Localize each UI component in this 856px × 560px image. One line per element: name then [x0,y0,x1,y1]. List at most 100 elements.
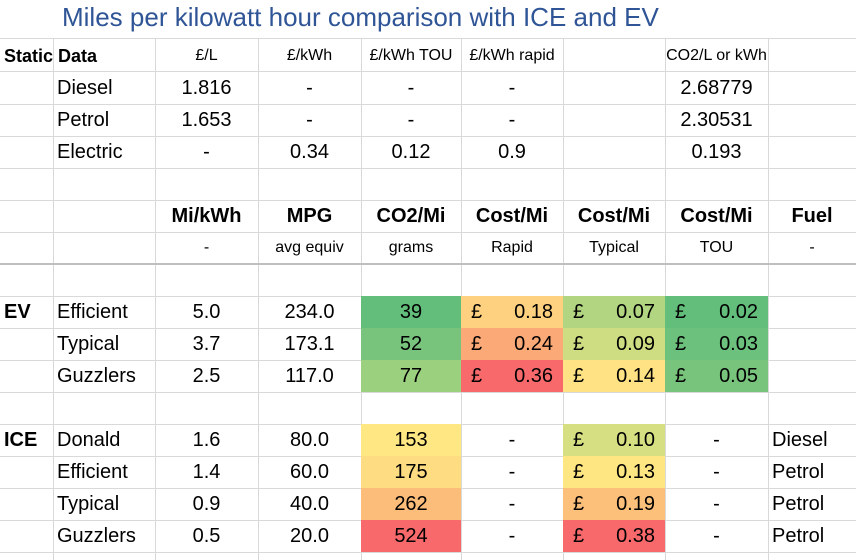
ev-tou-cell: £0.03 [665,328,768,360]
subheader: Rapid [491,239,533,256]
ice-tou-cell: - [713,492,720,515]
subheader: TOU [699,239,734,256]
ice-rapid-cell: - [508,524,516,547]
cost-value: 0.09 [616,332,655,355]
currency-symbol: £ [675,300,687,323]
cost-value: 0.19 [616,492,655,515]
ice-name-cell: Guzzlers [57,524,136,547]
grid-row-line [0,392,856,393]
ice-rapid-cell: - [508,460,516,483]
grid-row-line [0,38,856,39]
static-header-co2: CO2/L or kWh [666,47,767,64]
ice-mikwh-cell: 1.4 [192,460,221,483]
ice-mikwh-cell: 0.9 [192,492,221,515]
cost-value: 0.36 [514,364,553,387]
cost-value: 0.07 [616,300,655,323]
header-mpg: MPG [286,204,333,227]
static-row-name: Petrol [57,108,110,131]
static-row-name: Electric [57,140,123,163]
section-divider [0,263,856,265]
ice-mpg-cell: 40.0 [290,492,329,515]
static-cell: 0.34 [290,140,329,163]
cost-value: 0.03 [719,332,758,355]
currency-symbol: £ [573,364,585,387]
grid-column-line [768,38,769,560]
cost-value: 0.18 [514,300,553,323]
ice-co2-cell: 153 [361,424,461,456]
ev-name-cell: Guzzlers [57,364,136,387]
ice-co2-cell: 175 [361,456,461,488]
ice-tou-cell: - [713,524,720,547]
sheet-title: Miles per kilowatt hour comparison with … [62,2,659,32]
grid-row-line [0,232,856,233]
grid-row-line [0,71,856,72]
ev-rapid-cell: £0.24 [461,328,563,360]
ice-name-cell: Efficient [57,460,128,483]
static-cell: - [306,108,313,131]
ice-mpg-cell: 20.0 [290,524,329,547]
static-cell: 2.30531 [680,108,753,131]
grid-column-line [53,38,54,560]
currency-symbol: £ [471,364,483,387]
cost-value: 0.02 [719,300,758,323]
ice-typical-cell: £0.10 [563,424,665,456]
cost-value: 0.38 [616,524,655,547]
ev-mpg-cell: 234.0 [284,300,335,323]
ice-section-label: ICE [4,428,38,451]
ev-name-cell: Typical [57,332,120,355]
ice-name-cell: Typical [57,492,120,515]
currency-symbol: £ [675,364,687,387]
static-cell: - [508,76,516,99]
cost-value: 0.05 [719,364,758,387]
grid-column-line [155,38,156,560]
static-cell: 0.9 [498,140,526,163]
static-header-price-per-litre: £/L [195,47,218,64]
ice-rapid-cell: - [508,428,516,451]
header-co2-mi: CO2/Mi [376,204,446,227]
ev-co2-cell: 77 [361,360,461,392]
static-cell: 2.68779 [680,76,753,99]
grid-row-line [0,104,856,105]
currency-symbol: £ [471,332,483,355]
ice-fuel-cell: Petrol [772,460,825,483]
ice-tou-cell: - [713,460,720,483]
ice-co2-cell: 262 [361,488,461,520]
static-header-tou: £/kWh TOU [369,47,453,64]
subheader: avg equiv [275,239,344,256]
ice-typical-cell: £0.13 [563,456,665,488]
ice-rapid-cell: - [508,492,516,515]
grid-row-line [0,168,856,169]
static-row-name: Diesel [57,76,113,99]
ice-tou-cell: - [713,428,720,451]
static-cell: 0.193 [691,140,742,163]
ev-co2-cell: 52 [361,328,461,360]
currency-symbol: £ [573,428,585,451]
currency-symbol: £ [573,492,585,515]
subheader: Typical [589,239,639,256]
ice-mpg-cell: 80.0 [290,428,329,451]
ev-tou-cell: £0.02 [665,296,768,328]
currency-symbol: £ [573,460,585,483]
header-cost-tou: Cost/Mi [680,204,753,227]
cost-value: 0.14 [616,364,655,387]
grid-row-line [0,136,856,137]
ice-fuel-cell: Diesel [772,428,828,451]
static-cell: 1.816 [181,76,232,99]
ev-typical-cell: £0.09 [563,328,665,360]
ev-mikwh-cell: 3.7 [192,332,221,355]
ice-typical-cell: £0.38 [563,520,665,552]
header-cost-rapid: Cost/Mi [475,204,549,227]
cost-value: 0.13 [616,460,655,483]
static-cell: 0.12 [391,140,431,163]
ev-section-label: EV [4,300,31,323]
ev-rapid-cell: £0.18 [461,296,563,328]
ev-name-cell: Efficient [57,300,128,323]
cost-value: 0.24 [514,332,553,355]
ice-mikwh-cell: 0.5 [192,524,221,547]
ice-fuel-cell: Petrol [772,524,825,547]
static-data-label: Static Data [4,45,98,66]
currency-symbol: £ [471,300,483,323]
grid-row-line [0,552,856,553]
subheader: - [809,239,815,256]
static-cell: - [306,76,313,99]
